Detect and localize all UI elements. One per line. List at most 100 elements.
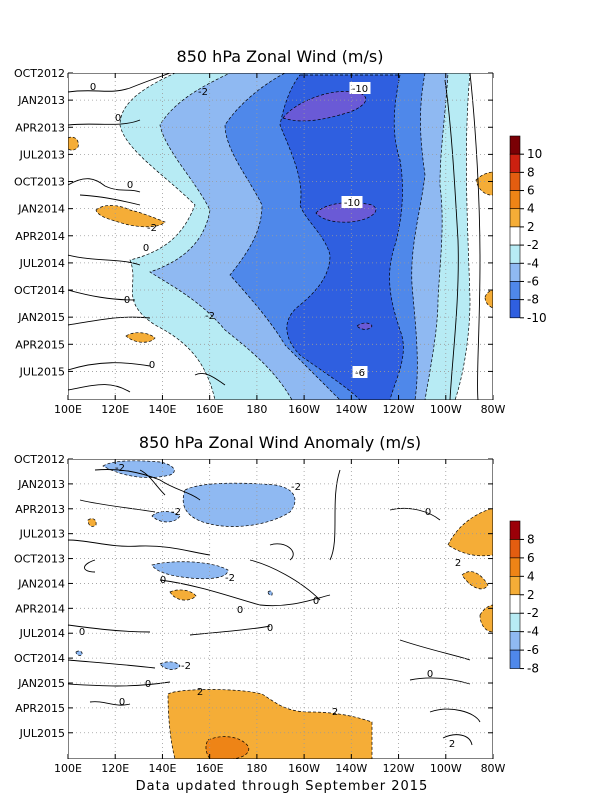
anom-neg-c — [151, 511, 181, 523]
contour-label: 0 — [115, 113, 121, 124]
x-tick-label: 140E — [148, 762, 176, 775]
anom-contour-zero — [68, 469, 481, 746]
contour-label-bg — [352, 366, 368, 378]
contour-label: 0 — [149, 360, 155, 371]
colorbar-label: 2 — [527, 220, 535, 234]
colorbar-label: -2 — [527, 238, 539, 252]
contour-label-bg — [349, 82, 371, 94]
y-tick-label: JUL2015 — [19, 365, 65, 378]
colorbar-swatch — [509, 262, 521, 282]
anom-pos-e — [479, 604, 493, 633]
contour-label: -10 — [344, 198, 360, 209]
data-update-footer: Data updated through September 2015 — [136, 779, 429, 794]
colorbar-swatch — [509, 135, 521, 155]
zonal-colorbar: 10 8 6 4 2 -2 -4 -6 -8 -10 — [509, 135, 547, 325]
colorbar-swatch — [509, 520, 521, 540]
colorbar-swatch — [509, 594, 521, 614]
y-tick-label: JUL2014 — [19, 627, 65, 640]
x-tick-label: 100E — [54, 762, 82, 775]
y-tick-label: JUL2013 — [19, 148, 65, 161]
colorbar-label: 2 — [527, 588, 535, 602]
x-tick-label: 160E — [196, 762, 224, 775]
zonal-wind-title: 850 hPa Zonal Wind (m/s) — [177, 47, 384, 66]
anom-neg-b — [182, 482, 296, 527]
zonal-anomaly-panel: 850 hPa Zonal Wind Anomaly (m/s) -2 -2 -2 0… — [14, 433, 539, 775]
y-tick-label: JUL2013 — [19, 528, 65, 541]
contour-label: 0 — [425, 507, 431, 518]
colorbar-label: -2 — [527, 606, 539, 620]
x-tick-label: 80W — [481, 403, 506, 416]
y-tick-label: APR2013 — [15, 121, 65, 134]
contour-label: 0 — [427, 669, 433, 680]
y-tick-label: APR2013 — [15, 503, 65, 516]
x-tick-label: 180 — [246, 403, 267, 416]
zonal-wind-panel: 850 hPa Zonal Wind (m/s) — [14, 47, 547, 416]
y-tick-label: JAN2013 — [17, 94, 65, 107]
x-tick-label: 100W — [430, 403, 462, 416]
x-tick-label: 80W — [481, 762, 506, 775]
contour-label: -2 — [171, 507, 181, 518]
x-tick-label: 120W — [383, 403, 415, 416]
contour-label: -2 — [198, 87, 208, 98]
colorbar-label: 4 — [527, 569, 535, 583]
contour-label-bg — [341, 196, 363, 208]
colorbar-swatch — [509, 190, 521, 210]
colorbar-label: -4 — [527, 256, 539, 270]
colorbar-swatch — [509, 539, 521, 559]
zonal-anomaly-title: 850 hPa Zonal Wind Anomaly (m/s) — [139, 433, 421, 452]
y-tick-label: JAN2014 — [17, 577, 65, 590]
zonal-band-neg10-a — [282, 90, 366, 122]
contour-label: 2 — [455, 558, 461, 569]
colorbar-label: 4 — [527, 202, 535, 216]
x-tick-label: 140W — [335, 403, 367, 416]
anomaly-axes: 100E 120E 140E 160E 180 160W 140W 120W 100W 80W OC… — [14, 453, 506, 775]
colorbar-swatch — [509, 649, 521, 669]
colorbar-label: 10 — [527, 147, 542, 161]
zonal-wind-field — [68, 73, 493, 400]
contour-label: 0 — [313, 596, 319, 607]
zonal-pos-patch-a — [68, 136, 79, 151]
y-tick-label: OCT2013 — [14, 176, 65, 189]
contour-label: -10 — [352, 84, 368, 95]
y-tick-label: APR2014 — [15, 602, 65, 615]
y-tick-label: OCT2012 — [14, 67, 65, 80]
y-tick-label: OCT2013 — [14, 553, 65, 566]
zonal-pos-patch-b — [95, 205, 166, 228]
y-tick-label: JAN2013 — [17, 478, 65, 491]
colorbar-swatch — [509, 557, 521, 577]
y-tick-label: JUL2014 — [19, 257, 65, 270]
x-tick-label: 100W — [430, 762, 462, 775]
y-tick-label: JAN2014 — [17, 203, 65, 216]
colorbar-swatch — [509, 612, 521, 632]
x-tick-label: 120E — [101, 403, 129, 416]
y-tick-label: JUL2015 — [19, 727, 65, 740]
contour-label: 0 — [237, 605, 243, 616]
anom-pos-g — [205, 736, 250, 759]
colorbar-swatch — [509, 631, 521, 651]
anom-neg-e — [159, 661, 181, 670]
x-tick-label: 120W — [383, 762, 415, 775]
anom-neg-d — [151, 561, 229, 580]
contour-label: -2 — [181, 661, 191, 672]
contour-label: 0 — [145, 679, 151, 690]
contour-label: 0 — [119, 697, 125, 708]
contour-label: 2 — [197, 687, 203, 698]
contour-label: -2 — [115, 463, 125, 474]
x-tick-label: 180 — [246, 762, 267, 775]
colorbar-label: -10 — [527, 311, 547, 325]
contour-label: -2 — [225, 573, 235, 584]
colorbar-swatch — [509, 153, 521, 173]
y-tick-label: OCT2012 — [14, 453, 65, 466]
contour-label: 2 — [449, 739, 455, 750]
y-tick-label: OCT2014 — [14, 284, 65, 297]
anom-neg-a — [102, 460, 175, 478]
y-tick-label: JAN2015 — [17, 311, 65, 324]
x-tick-label: 120E — [101, 762, 129, 775]
colorbar-swatch — [509, 226, 521, 246]
colorbar-label: 6 — [527, 551, 535, 565]
anom-pos-a — [87, 518, 97, 527]
colorbar-label: -8 — [527, 293, 539, 307]
zonal-anomaly-field — [68, 459, 493, 759]
contour-label: 0 — [143, 243, 149, 254]
